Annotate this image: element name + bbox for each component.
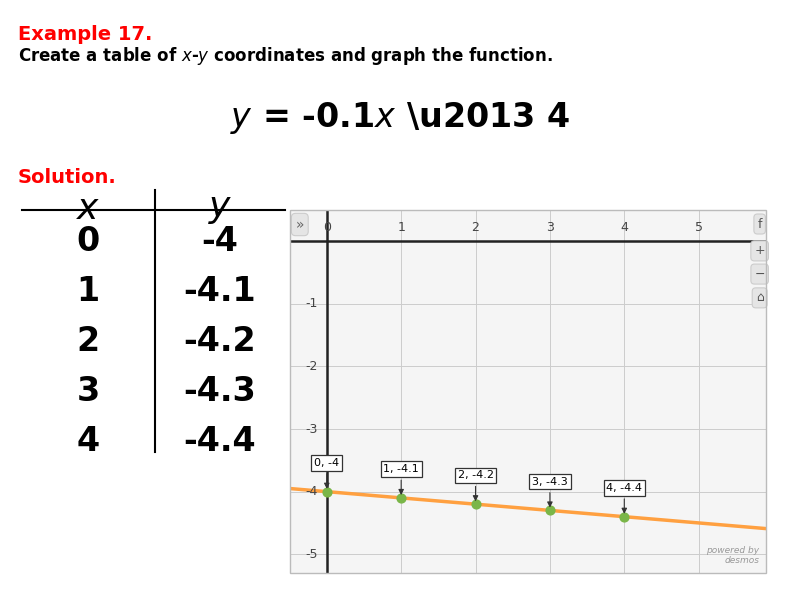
Text: 5: 5	[694, 221, 702, 234]
Text: $\mathit{x}$: $\mathit{x}$	[76, 192, 100, 226]
Text: $\mathit{y}$: $\mathit{y}$	[208, 192, 232, 226]
Text: 2, -4.2: 2, -4.2	[458, 470, 494, 500]
Text: 1: 1	[77, 275, 99, 308]
Text: 2: 2	[77, 325, 99, 358]
Text: -3: -3	[306, 422, 318, 436]
Text: -4.3: -4.3	[184, 375, 256, 408]
Text: -4: -4	[306, 485, 318, 498]
Text: 0, -4: 0, -4	[314, 458, 339, 488]
Text: -5: -5	[306, 548, 318, 561]
Point	[543, 506, 556, 515]
Text: $\mathit{y}$ = -0.1$\mathit{x}$ \u2013 4: $\mathit{y}$ = -0.1$\mathit{x}$ \u2013 4	[230, 100, 570, 136]
Text: Solution.: Solution.	[18, 168, 117, 187]
Text: »: »	[295, 218, 304, 232]
Text: 1, -4.1: 1, -4.1	[383, 464, 419, 494]
Point	[320, 487, 333, 496]
Text: 4, -4.4: 4, -4.4	[606, 483, 642, 512]
Text: Create a table of $\mathit{x}$-$\mathit{y}$ coordinates and graph the function.: Create a table of $\mathit{x}$-$\mathit{…	[18, 45, 553, 67]
Text: powered by
desmos: powered by desmos	[706, 546, 760, 565]
Text: 2: 2	[472, 221, 479, 234]
Text: 4: 4	[620, 221, 628, 234]
Text: 0: 0	[76, 225, 100, 258]
Point	[469, 499, 482, 509]
Point	[618, 512, 630, 521]
Text: -4: -4	[202, 225, 238, 258]
Text: -4.4: -4.4	[184, 425, 256, 458]
Text: 0: 0	[322, 221, 330, 234]
Point	[394, 493, 407, 503]
Text: 3, -4.3: 3, -4.3	[532, 476, 568, 506]
Text: f: f	[758, 218, 762, 230]
Text: ⌂: ⌂	[756, 292, 763, 304]
Text: -2: -2	[306, 360, 318, 373]
Text: −: −	[754, 268, 765, 281]
Text: -4.1: -4.1	[184, 275, 256, 308]
Text: +: +	[754, 244, 765, 257]
Text: 1: 1	[398, 221, 405, 234]
Text: 3: 3	[546, 221, 554, 234]
Text: Example 17.: Example 17.	[18, 25, 152, 44]
Text: -1: -1	[306, 298, 318, 310]
Text: -4.2: -4.2	[184, 325, 256, 358]
Text: 3: 3	[76, 375, 100, 408]
Text: 4: 4	[77, 425, 99, 458]
